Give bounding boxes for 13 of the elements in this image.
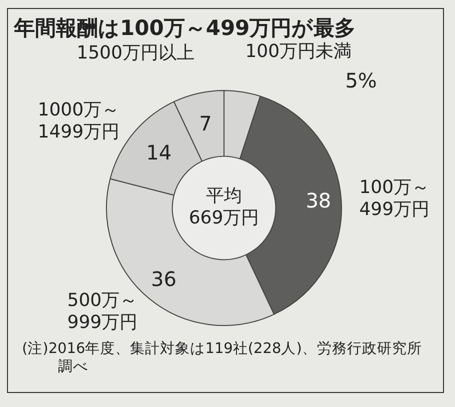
data-label: 38 [306,188,332,212]
data-label: 14 [146,140,172,164]
text: (注)2016年度、集計対象は119社(228人)、労務行政研究所調べ [22,340,423,376]
data-label: 36 [150,267,176,292]
slice-label: 1500万円以上 [76,42,194,64]
slice-label: 100万円未満 [245,40,352,62]
text: 平均 669万円 [188,186,260,229]
slice-label: 100万～499万円 [359,177,430,220]
data-label: 5% [345,68,377,92]
chart-title: 年間報酬は100万～499万円が最多 [14,15,356,42]
slice-label: 500万～999万円 [67,290,138,334]
data-label: 7 [199,112,212,136]
slice-label: 1000万～1499万円 [38,99,120,142]
